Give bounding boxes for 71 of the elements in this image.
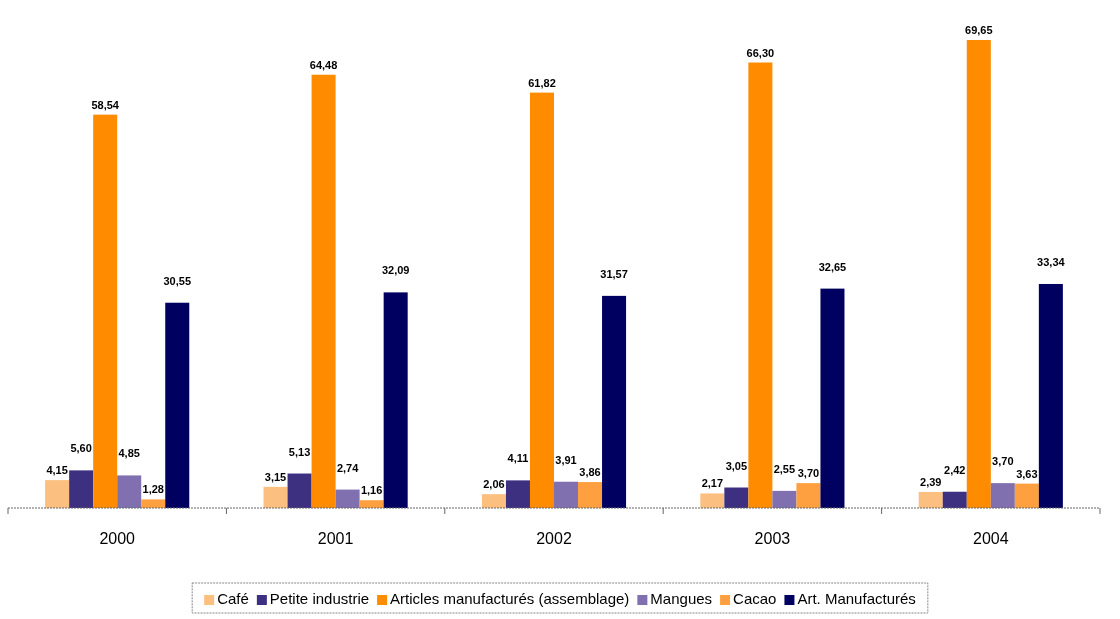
data-label: 33,34 [1037,255,1066,268]
bar [335,489,360,508]
bar [700,493,725,508]
bar [287,473,312,508]
x-tick-label: 2002 [536,530,572,547]
bar [383,292,408,508]
bar [1038,283,1063,508]
data-label: 3,05 [725,459,748,472]
data-label: 2,55 [773,462,796,475]
bar [505,480,530,508]
x-tick-label: 2004 [973,530,1009,547]
bar [724,487,749,508]
bar [1014,483,1039,508]
data-label: 5,13 [288,445,311,458]
bar [263,486,288,508]
legend-label: Mangues [650,590,713,607]
bar [359,500,384,508]
bar [554,481,579,508]
data-label: 5,60 [70,442,92,455]
bar [942,491,967,508]
data-label: 2,74 [336,461,360,474]
bar [311,74,336,508]
data-label: 2,06 [483,478,505,491]
data-label: 32,09 [381,264,410,277]
data-label: 2,17 [701,477,724,490]
bar [481,494,506,508]
bar [165,302,190,508]
bar [45,480,70,508]
bar [796,483,821,508]
data-label: 3,63 [1016,467,1038,480]
legend-label: Petite industrie [269,590,370,607]
bar [117,475,142,508]
bar [141,499,166,508]
data-label: 2,39 [920,475,942,488]
data-label: 3,91 [555,453,577,466]
bar [772,490,797,508]
data-label: 3,86 [579,466,601,479]
bar [578,482,603,508]
legend-label: Cacao [733,590,777,607]
data-label: 69,65 [965,24,993,36]
bar [820,288,845,508]
bar [966,40,991,508]
data-label: 4,15 [46,464,68,477]
legend-label: Art. Manufacturés [797,590,916,607]
data-label: 3,70 [797,467,820,480]
x-tick-label: 2000 [99,530,136,547]
data-label: 2,42 [944,463,966,476]
data-label: 66,30 [746,46,775,59]
data-label: 3,70 [992,455,1014,468]
bar [93,114,118,508]
legend-label: Articles manufacturés (assemblage) [390,590,630,607]
data-label: 30,55 [163,274,192,287]
data-label: 32,65 [818,260,847,273]
data-label: 1,28 [142,483,164,496]
data-label: 4,85 [118,447,140,460]
bar [602,295,627,508]
data-label: 1,16 [360,484,383,497]
bar [529,92,554,508]
bar [748,62,773,508]
data-label: 61,82 [528,76,556,89]
data-label: 4,11 [507,452,529,465]
data-label: 58,54 [91,98,120,111]
data-label: 31,57 [600,267,628,280]
legend-label: Café [217,590,249,607]
x-tick-label: 2003 [754,530,791,547]
bar [918,491,943,508]
bar [990,483,1015,508]
data-label: 64,48 [309,58,338,71]
bar [69,470,94,508]
x-tick-label: 2001 [317,530,354,547]
data-label: 3,15 [264,470,287,483]
